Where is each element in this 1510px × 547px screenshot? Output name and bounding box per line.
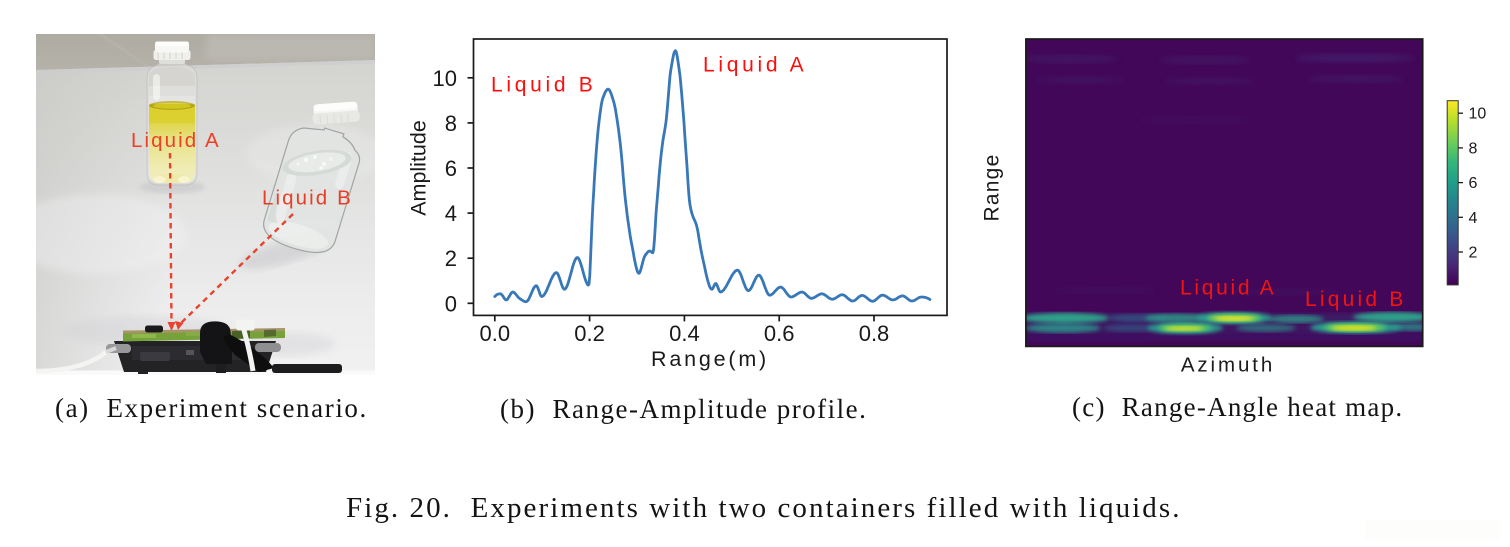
svg-text:10: 10 [433,66,457,91]
svg-text:Range: Range [981,154,1004,222]
svg-text:0.8: 0.8 [859,321,890,346]
svg-text:4: 4 [445,201,457,226]
svg-text:8: 8 [1469,140,1478,157]
svg-text:4: 4 [1469,210,1478,227]
svg-text:0.6: 0.6 [764,321,795,346]
svg-text:0.0: 0.0 [480,321,511,346]
svg-text:0.4: 0.4 [669,321,700,346]
svg-text:0.2: 0.2 [574,321,605,346]
svg-text:Azimuth: Azimuth [1181,354,1275,377]
svg-text:Liquid B: Liquid B [1305,288,1407,311]
svg-text:Liquid B: Liquid B [491,74,597,97]
svg-text:Liquid A: Liquid A [703,54,807,77]
svg-text:6: 6 [445,156,457,181]
svg-text:2: 2 [1469,245,1478,262]
svg-text:8: 8 [445,111,457,136]
svg-text:Liquid A: Liquid A [1180,277,1276,300]
svg-text:Amplitude: Amplitude [407,120,431,216]
svg-text:2: 2 [445,246,457,271]
svg-text:Liquid B: Liquid B [262,187,353,210]
svg-text:Liquid A: Liquid A [131,129,221,152]
svg-text:10: 10 [1469,106,1487,123]
svg-text:6: 6 [1469,175,1478,192]
svg-text:Range(m): Range(m) [651,347,769,371]
svg-text:0: 0 [445,291,457,316]
